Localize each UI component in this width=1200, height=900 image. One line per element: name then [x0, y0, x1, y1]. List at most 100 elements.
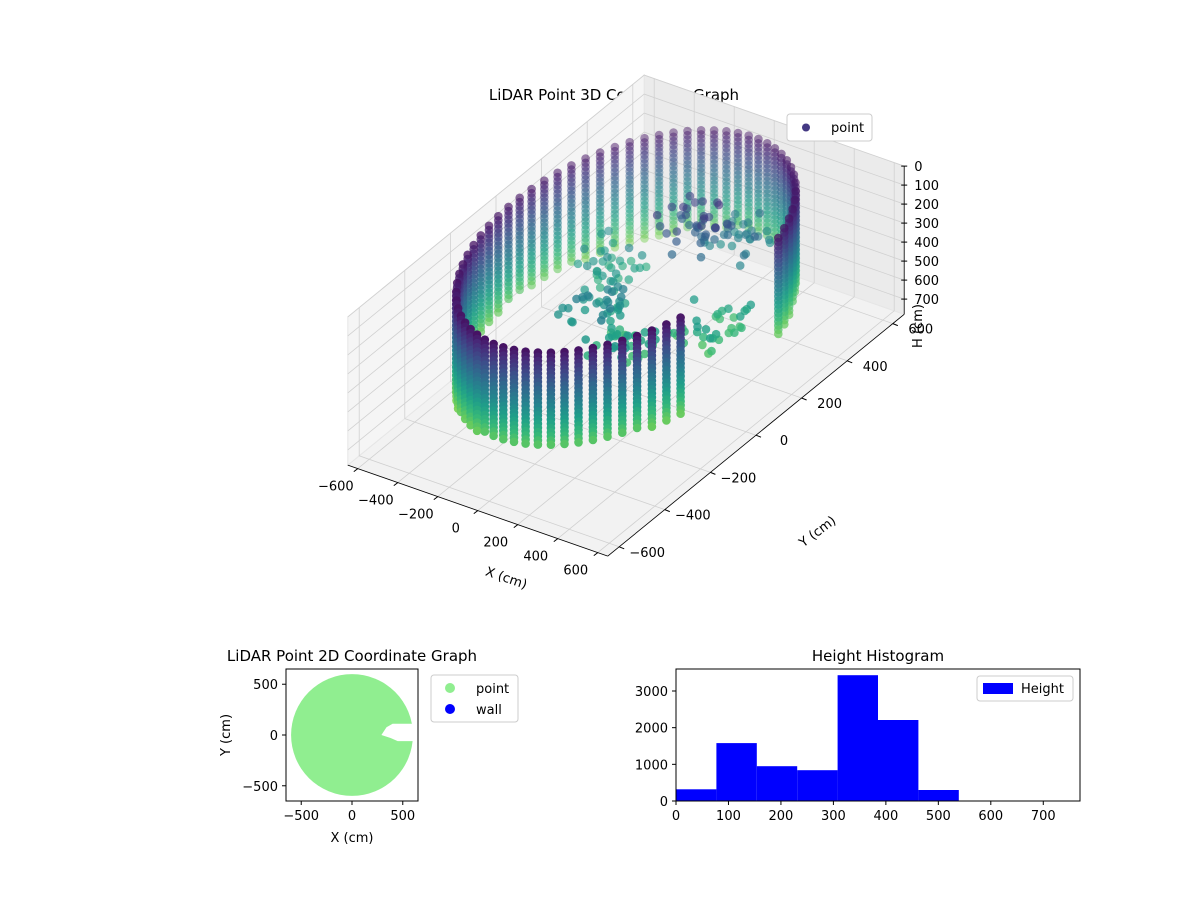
chart-3d-point — [744, 152, 753, 161]
chart-3d-point — [596, 246, 606, 256]
chart-3d-point — [754, 134, 763, 144]
chart-3d-point — [736, 312, 745, 321]
chart-2d-x-tick-label: 0 — [348, 809, 356, 824]
chart-3d-point — [722, 143, 731, 153]
chart-3d-point — [610, 230, 620, 240]
chart-3d-point — [733, 133, 743, 142]
chart-3d-point — [733, 183, 743, 192]
chart-3d-x-label: X (cm) — [483, 565, 529, 593]
chart-3d-point — [696, 176, 706, 185]
chart-histogram-bar — [716, 743, 757, 801]
chart-3d-point — [640, 196, 649, 206]
chart-3d-point — [610, 172, 620, 181]
chart-3d-point — [722, 168, 731, 178]
chart-3d-point — [754, 197, 763, 207]
chart-3d-point — [484, 317, 494, 327]
chart-3d-point — [733, 174, 743, 184]
chart-3d-point — [744, 206, 753, 216]
chart-3d-z-label: H (cm) — [911, 304, 926, 348]
chart-3d-point — [618, 284, 628, 294]
chart-3d-point — [480, 427, 490, 436]
chart-3d-point — [709, 167, 719, 177]
chart-3d-point — [640, 184, 649, 193]
chart-3d-point — [700, 232, 710, 241]
chart-3d: LiDAR Point 3D Coordinate Graph −600−400… — [318, 74, 939, 593]
chart-2d-legend-label-point: point — [476, 682, 509, 697]
chart-3d-point — [696, 184, 706, 194]
chart-3d-z-tick-label: 400 — [914, 236, 939, 251]
chart-3d-point — [683, 143, 692, 152]
chart-histogram-bar — [878, 720, 919, 801]
chart-histogram-y-tick-label: 3000 — [635, 685, 668, 700]
chart-3d-point — [698, 197, 707, 206]
chart-3d-point — [722, 156, 731, 165]
chart-3d-point — [610, 213, 620, 223]
chart-3d-point — [610, 217, 620, 227]
chart-2d-x-tick-label: 500 — [390, 809, 415, 824]
chart-3d-point — [546, 440, 556, 450]
chart-3d-point — [744, 210, 753, 220]
chart-3d-point — [625, 196, 634, 205]
chart-3d-point — [610, 197, 620, 206]
chart-3d-point — [626, 256, 636, 266]
chart-3d-point — [709, 188, 719, 198]
chart-3d-point — [689, 295, 699, 304]
chart-3d-point — [654, 172, 664, 182]
chart-3d-point — [709, 126, 719, 135]
chart-3d-point — [696, 188, 706, 198]
chart-3d-point — [743, 218, 753, 227]
chart-3d-point — [615, 301, 625, 310]
chart-3d-point — [754, 172, 763, 182]
chart-3d-point — [610, 188, 620, 198]
chart-3d-point — [709, 184, 719, 194]
chart-3d-point — [737, 323, 746, 333]
chart-3d-point — [696, 134, 706, 143]
chart-3d-point — [727, 241, 737, 251]
chart-3d-point — [611, 269, 621, 279]
chart-3d-point — [669, 153, 678, 162]
chart-2d-legend-marker-point — [445, 683, 455, 693]
chart-3d-point — [709, 134, 719, 143]
chart-3d-point — [580, 305, 590, 315]
chart-3d-point — [640, 221, 649, 231]
chart-3d-point — [669, 195, 678, 204]
chart-3d-y-label: Y (cm) — [796, 514, 839, 552]
chart-3d-z-tick-label: 100 — [914, 179, 939, 194]
chart-3d-point — [733, 145, 743, 155]
chart-3d-point — [696, 155, 706, 164]
chart-3d-x-tick-label: −200 — [398, 508, 434, 523]
chart-histogram-x-tick-label: 200 — [769, 809, 794, 824]
chart-3d-point — [610, 205, 620, 214]
chart-3d-point — [610, 146, 620, 156]
chart-3d-x-tick-label: −600 — [318, 480, 354, 495]
chart-3d-point — [605, 304, 615, 313]
chart-3d-point — [494, 308, 503, 317]
chart-3d-point — [640, 328, 650, 337]
chart-3d-point — [625, 204, 634, 214]
chart-3d-point — [733, 153, 743, 163]
chart-3d-point — [733, 137, 743, 146]
chart-3d-point — [625, 213, 634, 222]
chart-3d-point — [669, 216, 678, 225]
chart-histogram-bar — [756, 766, 798, 801]
chart-3d-point — [504, 294, 513, 304]
chart-3d-point — [589, 256, 598, 266]
chart-3d-point — [723, 230, 733, 240]
chart-2d: LiDAR Point 2D Coordinate Graph −500 0 500… — [219, 647, 519, 846]
chart-3d-point — [754, 176, 763, 186]
chart-3d-point — [640, 234, 649, 243]
chart-3d-point — [515, 285, 524, 295]
chart-histogram-x-tick-label: 500 — [926, 809, 951, 824]
chart-3d-point — [654, 168, 664, 177]
chart-3d-point — [683, 185, 692, 194]
chart-3d-grid — [347, 74, 905, 553]
chart-3d-point — [754, 143, 763, 152]
chart-3d-x-tick-label: 200 — [483, 536, 508, 551]
chart-3d-z-tick-label: 700 — [914, 293, 939, 308]
chart-3d-point — [696, 252, 706, 262]
chart-3d-y-tick — [710, 471, 716, 475]
chart-3d-z-tick-label: 200 — [914, 198, 939, 213]
chart-3d-point — [709, 163, 719, 173]
chart-3d-point — [754, 222, 763, 232]
chart-3d-point — [632, 423, 642, 433]
